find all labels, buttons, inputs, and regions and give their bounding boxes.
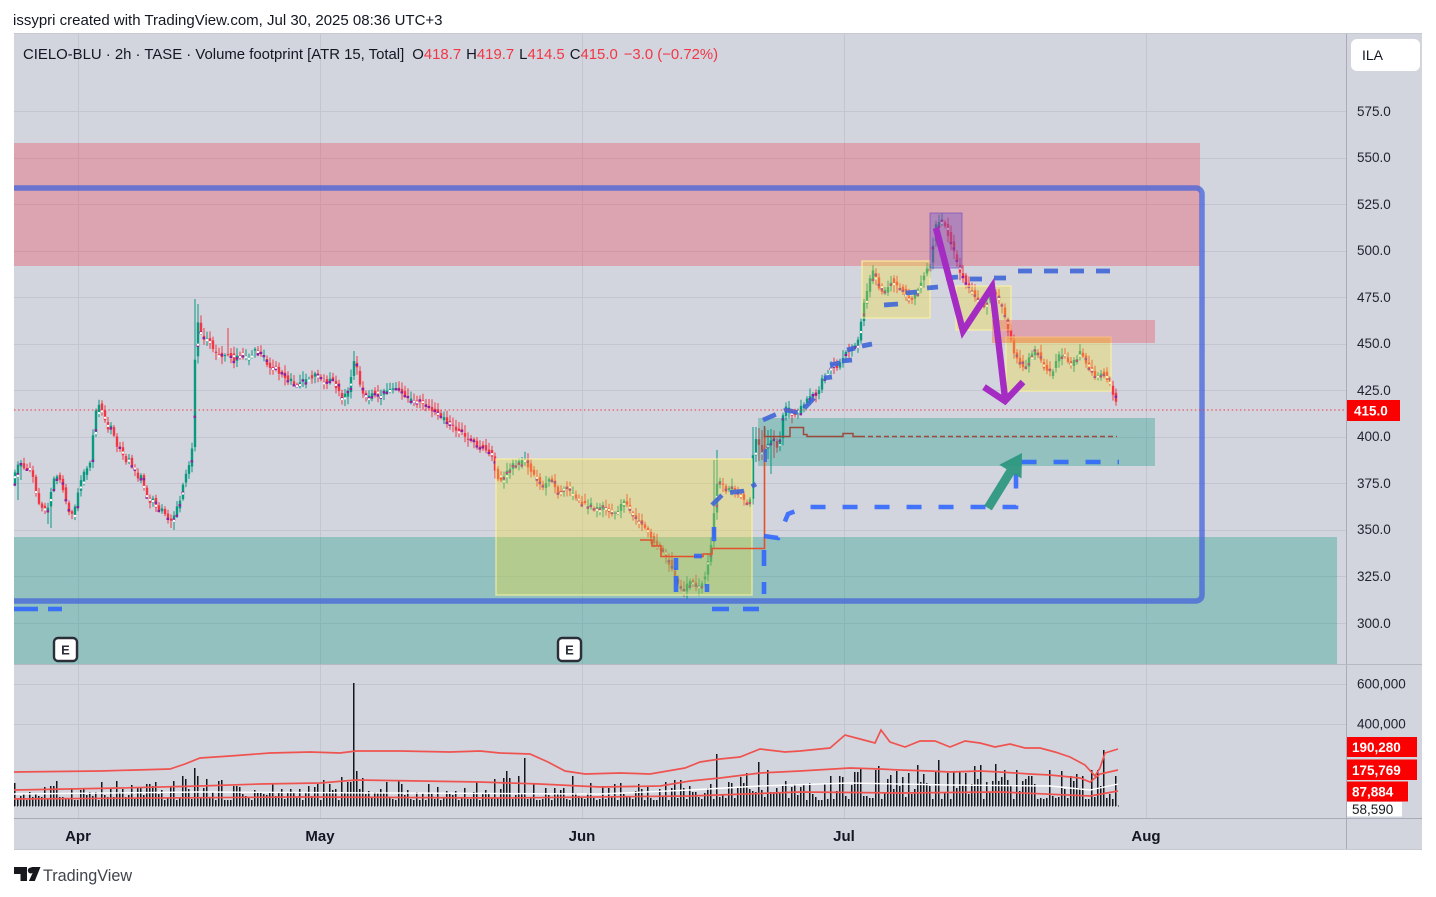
- svg-text:Jul: Jul: [833, 828, 855, 845]
- svg-text:CIELO-BLU · 2h · TASE · Volume: CIELO-BLU · 2h · TASE · Volume footprint…: [23, 47, 718, 63]
- svg-text:450.0: 450.0: [1357, 336, 1391, 351]
- svg-text:415.0: 415.0: [1354, 404, 1388, 419]
- svg-text:400,000: 400,000: [1357, 717, 1406, 732]
- svg-text:May: May: [305, 828, 335, 845]
- svg-text:175,769: 175,769: [1352, 763, 1401, 778]
- svg-text:190,280: 190,280: [1352, 740, 1401, 755]
- svg-text:issypri created with TradingVi: issypri created with TradingView.com, Ju…: [13, 12, 443, 29]
- svg-text:E: E: [565, 643, 574, 658]
- svg-text:325.0: 325.0: [1357, 569, 1391, 584]
- svg-text:TradingView: TradingView: [43, 867, 132, 885]
- svg-text:575.0: 575.0: [1357, 104, 1391, 119]
- svg-text:E: E: [61, 643, 70, 658]
- svg-text:87,884: 87,884: [1352, 785, 1394, 800]
- svg-text:375.0: 375.0: [1357, 476, 1391, 491]
- svg-text:Aug: Aug: [1131, 828, 1160, 845]
- svg-text:ILA: ILA: [1362, 47, 1384, 63]
- svg-text:425.0: 425.0: [1357, 383, 1391, 398]
- svg-text:Apr: Apr: [65, 828, 91, 845]
- svg-text:600,000: 600,000: [1357, 677, 1406, 692]
- svg-text:475.0: 475.0: [1357, 290, 1391, 305]
- svg-text:300.0: 300.0: [1357, 616, 1391, 631]
- svg-text:500.0: 500.0: [1357, 243, 1391, 258]
- svg-text:58,590: 58,590: [1352, 802, 1393, 817]
- svg-text:Jun: Jun: [569, 828, 596, 845]
- svg-text:550.0: 550.0: [1357, 150, 1391, 165]
- svg-text:400.0: 400.0: [1357, 429, 1391, 444]
- svg-text:350.0: 350.0: [1357, 522, 1391, 537]
- svg-text:525.0: 525.0: [1357, 197, 1391, 212]
